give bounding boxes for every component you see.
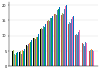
Bar: [88, 52, 89, 66]
Bar: [33, 38, 34, 66]
Bar: [29, 43, 30, 66]
Bar: [24, 49, 25, 66]
Bar: [61, 15, 62, 66]
Bar: [86, 43, 87, 66]
Bar: [78, 32, 79, 66]
Bar: [36, 36, 37, 66]
Bar: [71, 19, 72, 66]
Bar: [77, 35, 78, 66]
Bar: [27, 46, 28, 66]
Bar: [40, 29, 41, 66]
Bar: [31, 40, 32, 66]
Bar: [70, 23, 71, 66]
Bar: [26, 45, 27, 66]
Bar: [51, 18, 52, 66]
Bar: [85, 42, 86, 66]
Bar: [38, 34, 39, 66]
Bar: [54, 14, 55, 66]
Bar: [58, 8, 59, 66]
Bar: [22, 50, 23, 66]
Bar: [20, 51, 21, 66]
Bar: [43, 28, 44, 66]
Bar: [73, 16, 74, 66]
Bar: [57, 10, 58, 66]
Bar: [12, 51, 13, 66]
Bar: [55, 14, 56, 66]
Bar: [14, 53, 15, 66]
Bar: [76, 34, 77, 66]
Bar: [42, 29, 43, 66]
Bar: [83, 44, 84, 66]
Bar: [72, 17, 73, 66]
Bar: [50, 18, 51, 66]
Bar: [68, 24, 69, 66]
Bar: [65, 8, 66, 66]
Bar: [15, 55, 16, 66]
Bar: [19, 52, 20, 66]
Bar: [79, 30, 80, 66]
Bar: [37, 37, 38, 66]
Bar: [52, 16, 53, 66]
Bar: [84, 43, 85, 66]
Bar: [62, 12, 63, 66]
Bar: [16, 53, 17, 66]
Bar: [64, 9, 65, 66]
Bar: [82, 43, 83, 66]
Bar: [30, 42, 31, 66]
Bar: [90, 50, 91, 66]
Bar: [34, 38, 35, 66]
Bar: [66, 5, 67, 66]
Bar: [47, 20, 48, 66]
Bar: [23, 51, 24, 66]
Bar: [75, 35, 76, 66]
Bar: [63, 14, 64, 66]
Bar: [40, 30, 41, 66]
Bar: [49, 21, 50, 66]
Bar: [28, 44, 29, 66]
Bar: [35, 39, 36, 66]
Bar: [13, 50, 14, 66]
Bar: [44, 27, 45, 66]
Bar: [92, 50, 93, 66]
Bar: [41, 28, 42, 66]
Bar: [93, 51, 94, 66]
Bar: [45, 24, 46, 66]
Bar: [91, 52, 92, 66]
Bar: [17, 50, 18, 66]
Bar: [59, 7, 60, 66]
Bar: [48, 20, 49, 66]
Bar: [21, 54, 22, 66]
Bar: [56, 15, 57, 66]
Bar: [89, 51, 90, 66]
